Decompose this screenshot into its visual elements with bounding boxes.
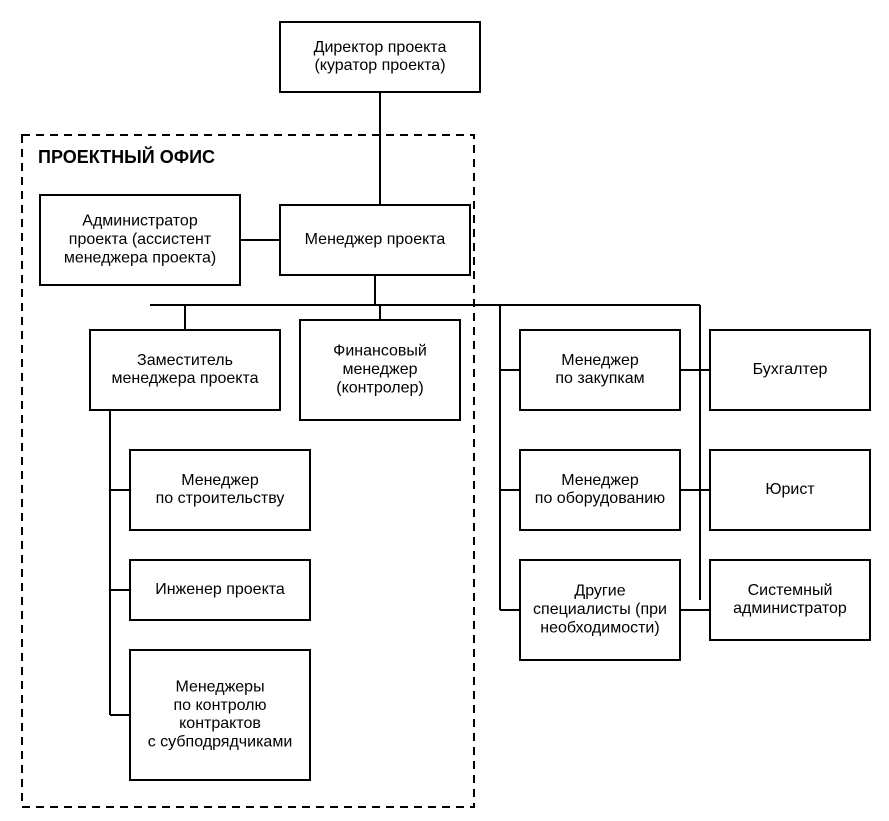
node-label-fin: Финансовыйменеджер(контролер) <box>333 343 427 397</box>
node-label-engineer: Инженер проекта <box>155 581 285 598</box>
node-label-sysadmin: Системныйадминистратор <box>733 582 847 617</box>
node-label-lawyer: Юрист <box>765 481 815 498</box>
group-label-project-office: ПРОЕКТНЫЙ ОФИС <box>38 146 215 167</box>
node-label-admin: Администраторпроекта (ассистентменеджера… <box>64 213 216 267</box>
node-label-accountant: Бухгалтер <box>753 361 828 378</box>
node-label-proc: Менеджерпо закупкам <box>555 352 644 387</box>
node-label-pm: Менеджер проекта <box>305 231 446 248</box>
node-label-director: Директор проекта(куратор проекта) <box>314 39 447 74</box>
